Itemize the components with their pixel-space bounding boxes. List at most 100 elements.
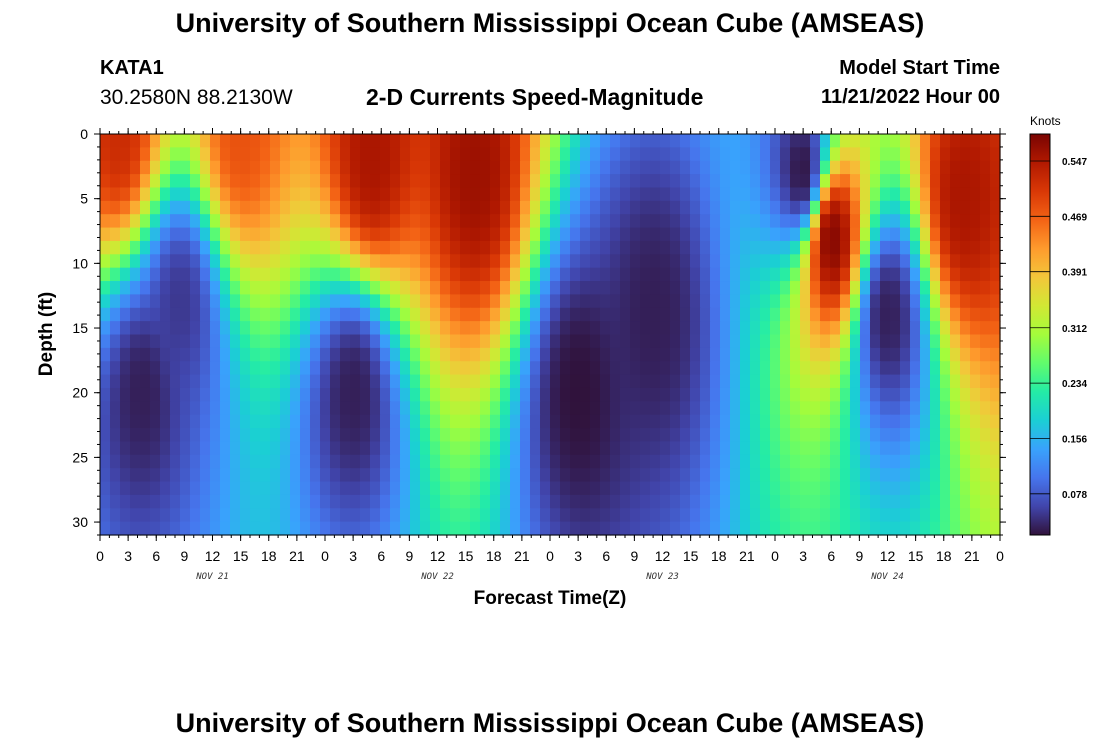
heatmap-cell (810, 134, 821, 148)
heatmap-cell (620, 494, 631, 509)
heatmap-cell (440, 414, 451, 429)
heatmap-cell (510, 468, 521, 483)
heatmap-cell (370, 254, 381, 269)
heatmap-cell (280, 307, 291, 322)
heatmap-cell (790, 321, 801, 336)
heatmap-cell (780, 240, 791, 255)
heatmap-cell (290, 428, 301, 443)
heatmap-cell (560, 387, 571, 402)
heatmap-cell (590, 160, 601, 175)
heatmap-cell (360, 414, 371, 429)
heatmap-cell (470, 347, 481, 362)
x-tick-label: 21 (514, 548, 530, 564)
heatmap-cell (270, 454, 281, 469)
heatmap-cell (390, 187, 401, 202)
heatmap-cell (190, 334, 201, 349)
heatmap-cell (570, 200, 581, 215)
heatmap-cell (200, 414, 211, 429)
heatmap-cell (600, 481, 611, 496)
heatmap-cell (690, 147, 701, 162)
heatmap-cell (740, 321, 751, 336)
heatmap-cell (890, 267, 901, 282)
heatmap-cell (230, 468, 241, 483)
heatmap-cell (950, 334, 961, 349)
heatmap-cell (220, 374, 231, 389)
heatmap-cell (390, 307, 401, 322)
heatmap-cell (200, 401, 211, 416)
heatmap-cell (300, 160, 311, 175)
colorbar-units: Knots (1030, 114, 1061, 128)
heatmap-cell (760, 414, 771, 429)
heatmap-cell (420, 294, 431, 309)
heatmap-cell (380, 387, 391, 402)
heatmap-cell (680, 494, 691, 509)
plot-subtitle: 2-D Currents Speed-Magnitude (366, 84, 704, 110)
heatmap-cell (500, 227, 511, 242)
heatmap-cell (680, 374, 691, 389)
heatmap-cell (710, 387, 721, 402)
heatmap-cell (920, 454, 931, 469)
heatmap-cell (550, 401, 561, 416)
heatmap-cell (640, 494, 651, 509)
heatmap-cell (110, 294, 121, 309)
heatmap-cell (890, 468, 901, 483)
heatmap-cell (650, 468, 661, 483)
heatmap-cell (900, 441, 911, 456)
heatmap-cell (490, 521, 501, 536)
heatmap-cell (270, 387, 281, 402)
heatmap-cell (870, 321, 881, 336)
heatmap-cell (630, 401, 641, 416)
heatmap-cell (560, 428, 571, 443)
heatmap-cell (740, 414, 751, 429)
heatmap-cell (210, 147, 221, 162)
colorbar-tick-label: 0.312 (1062, 324, 1087, 335)
heatmap-cell (330, 414, 341, 429)
heatmap-cell (840, 441, 851, 456)
heatmap-cell (480, 468, 491, 483)
heatmap-cell (180, 401, 191, 416)
heatmap-cell (520, 227, 531, 242)
heatmap-cell (210, 521, 221, 536)
heatmap-cell (590, 401, 601, 416)
heatmap-cell (580, 334, 591, 349)
heatmap-cell (860, 267, 871, 282)
heatmap-cell (550, 294, 561, 309)
heatmap-cell (230, 227, 241, 242)
heatmap-cell (450, 147, 461, 162)
heatmap-cell (500, 174, 511, 189)
heatmap-cell (330, 227, 341, 242)
heatmap-cell (430, 401, 441, 416)
heatmap-cell (120, 334, 131, 349)
heatmap-cell (140, 454, 151, 469)
heatmap-cell (600, 321, 611, 336)
heatmap-cell (920, 134, 931, 148)
heatmap-cell (800, 374, 811, 389)
heatmap-cell (840, 334, 851, 349)
heatmap-cell (650, 508, 661, 523)
heatmap-cell (420, 361, 431, 376)
heatmap-cell (190, 240, 201, 255)
heatmap-cell (150, 294, 161, 309)
heatmap-cell (350, 441, 361, 456)
heatmap-cell (910, 187, 921, 202)
heatmap-cell (510, 428, 521, 443)
heatmap-cell (660, 454, 671, 469)
heatmap-cell (700, 321, 711, 336)
heatmap-cell (330, 361, 341, 376)
heatmap-cell (670, 468, 681, 483)
heatmap-cell (470, 160, 481, 175)
heatmap-cell (440, 147, 451, 162)
heatmap-cell (750, 387, 761, 402)
heatmap-cell (420, 321, 431, 336)
heatmap-cell (760, 134, 771, 148)
heatmap-cell (400, 321, 411, 336)
x-tick-label: 15 (683, 548, 699, 564)
heatmap-cell (160, 508, 171, 523)
heatmap-cell (700, 160, 711, 175)
heatmap-cell (730, 174, 741, 189)
heatmap-cell (730, 227, 741, 242)
heatmap-cell (570, 321, 581, 336)
heatmap-cell (510, 521, 521, 536)
heatmap-cell (480, 428, 491, 443)
heatmap-cell (230, 147, 241, 162)
